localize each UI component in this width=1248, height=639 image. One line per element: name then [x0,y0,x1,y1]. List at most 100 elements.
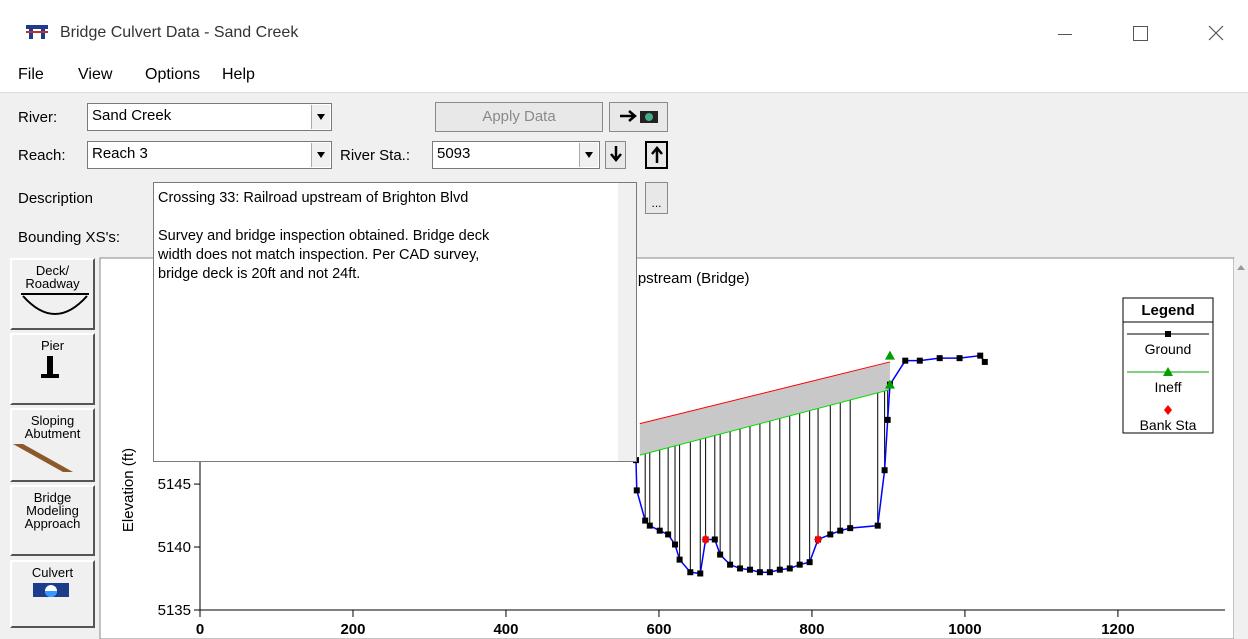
value: 5093 [437,145,471,162]
minimize[interactable] [1058,34,1072,35]
scrollbar[interactable] [618,183,636,461]
point [806,559,813,566]
point [977,352,984,359]
label: Description [18,190,94,207]
tool-label: Approach [24,516,81,531]
x-tick-label: 800 [799,621,824,638]
description-line: Survey and bridge inspection obtained. B… [158,228,490,244]
point [881,467,888,474]
x-tick-label: 400 [493,621,518,638]
point [766,569,773,576]
tool-icon [12,442,93,474]
station-combo[interactable]: 5093 [432,141,600,169]
point [796,561,803,568]
point [633,487,640,494]
point [737,565,744,572]
tool-icon [12,354,93,386]
label: Reach: [18,147,66,164]
label: River: [18,109,58,126]
description-line: bridge deck is 20ft and not 24ft. [158,266,361,282]
point [697,570,704,577]
point [727,561,734,568]
tool-button[interactable]: Deck/Roadway [10,258,95,330]
menu-item[interactable]: File [18,66,44,83]
down-button[interactable] [605,141,626,169]
deck-high-chord [639,361,891,425]
point [776,566,783,573]
point [847,525,854,532]
tool-label: Deck/ [35,263,70,278]
scroll-arrow [1237,265,1245,270]
point [786,565,793,572]
point [936,355,943,362]
menu-bar: File View Options Help [0,58,1248,93]
point [717,551,724,558]
legend-marker [1163,367,1173,376]
x-tick-label: 0 [196,621,204,638]
x-tick-label: 200 [340,621,365,638]
point [665,531,672,538]
description-line: Crossing 33: Railroad upstream of Bright… [158,190,469,206]
maximize[interactable] [1133,26,1148,41]
y-axis-label: Elevation (ft) [120,448,137,532]
legend-label: Ineff [1155,379,1182,395]
menu-item[interactable]: Help [222,66,255,83]
point [646,522,653,529]
apply-button[interactable]: Apply Data [435,102,603,132]
deck-low-chord [639,389,891,456]
tool-icon [12,581,93,613]
legend-label: Bank Sta [1140,417,1197,433]
menu-item[interactable]: Options [145,66,201,83]
title-bar: Bridge Culvert Data - Sand Creek [0,0,1248,58]
tool-label: Roadway [25,276,80,291]
legend-marker [1165,331,1171,337]
point [701,534,710,545]
window-title: Bridge Culvert Data - Sand Creek [60,24,299,41]
point [981,358,988,365]
y-tick-label: 5140 [158,539,191,556]
x-tick-label: 1200 [1101,621,1134,638]
point [902,357,909,364]
ellipsis-button[interactable]: ... [645,182,668,214]
scrollbar[interactable] [1234,258,1248,639]
legend-marker [1164,405,1172,415]
description-box[interactable]: Crossing 33: Railroad upstream of Bright… [153,182,637,462]
tool-button[interactable]: Pier [10,333,95,405]
y-tick-label: 5135 [158,602,191,619]
tool-button[interactable]: Sloping Abutment [10,408,95,482]
description-line: width does not match inspection. Per CAD… [158,247,480,263]
up-button[interactable] [645,141,668,169]
tool-label: Abutment [24,426,81,441]
point [916,357,923,364]
label: Bounding XS's: [18,229,121,246]
point [874,522,881,529]
point [827,531,834,538]
point [756,569,763,576]
value: Sand Creek [92,107,172,124]
tool-button[interactable]: Culvert [10,560,95,628]
tool-label: Sloping [30,413,75,428]
point [746,566,753,573]
tool-button[interactable]: Bridge Modeling Approach [10,485,95,556]
y-tick-label: 5145 [158,476,191,493]
app-icon [26,25,48,39]
tool-label: Pier [40,338,65,353]
x-tick-label: 1000 [948,621,981,638]
tool-label: Culvert [31,565,74,580]
point [884,379,895,389]
point [656,527,663,534]
point [814,534,823,545]
tool-label: Modeling [26,503,79,518]
chart-title: Upstream (Bridge) [627,270,750,287]
menu-item[interactable]: View [78,66,113,83]
close[interactable] [1208,25,1224,41]
legend-label: Ground [1145,341,1192,357]
point [676,556,683,563]
x-tick-label: 600 [646,621,671,638]
tool-icon [12,292,93,324]
plot-button[interactable] [609,102,668,132]
point [884,416,891,423]
river-combo[interactable]: Sand Creek [87,103,332,131]
reach-combo[interactable]: Reach 3 [87,141,332,169]
